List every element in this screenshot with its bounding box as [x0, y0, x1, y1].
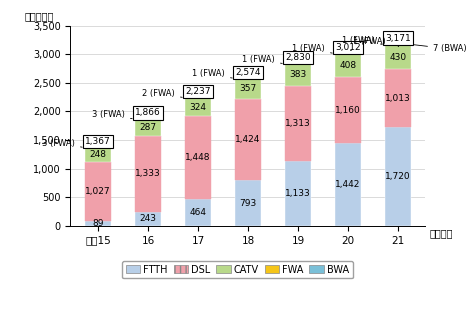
Text: 287: 287	[139, 123, 156, 132]
Bar	[335, 143, 361, 226]
Text: 248: 248	[89, 150, 106, 159]
Text: 1,027: 1,027	[85, 187, 111, 196]
Text: 430: 430	[390, 52, 406, 62]
Text: 1 (FWA): 1 (FWA)	[342, 36, 382, 45]
Bar	[85, 148, 111, 162]
Text: 1,866: 1,866	[135, 108, 161, 117]
Text: 2 (FWA): 2 (FWA)	[142, 89, 182, 98]
Text: 793: 793	[239, 199, 257, 208]
Bar	[135, 119, 161, 136]
Text: 1,424: 1,424	[236, 135, 260, 144]
Text: 1 (FWA): 1 (FWA)	[350, 37, 386, 51]
Bar	[285, 64, 311, 86]
Bar	[385, 70, 411, 128]
Text: 324: 324	[189, 103, 206, 112]
Bar	[85, 221, 111, 226]
Text: 383: 383	[289, 71, 307, 80]
Text: 1,720: 1,720	[385, 172, 411, 181]
Text: 1,133: 1,133	[285, 189, 311, 198]
Text: 1 (FWA): 1 (FWA)	[292, 44, 332, 53]
Text: 1,313: 1,313	[285, 119, 311, 128]
Bar	[385, 128, 411, 226]
Bar	[385, 44, 411, 45]
Text: 1 (FWA): 1 (FWA)	[192, 70, 232, 79]
Text: （万契約）: （万契約）	[24, 12, 54, 22]
Text: 7: 7	[395, 40, 401, 49]
Bar	[135, 136, 161, 212]
Text: 3,171: 3,171	[385, 34, 411, 43]
Text: 2,830: 2,830	[285, 53, 311, 62]
Text: 408: 408	[340, 61, 357, 70]
Legend: FTTH, DSL, CATV, FWA, BWA: FTTH, DSL, CATV, FWA, BWA	[122, 261, 353, 279]
Text: 2,574: 2,574	[235, 68, 261, 77]
Text: 2,237: 2,237	[185, 87, 211, 96]
Text: 1,442: 1,442	[335, 180, 361, 189]
Text: 357: 357	[239, 84, 257, 93]
Text: 1 (FWA): 1 (FWA)	[242, 55, 282, 64]
Text: 1,448: 1,448	[185, 153, 211, 162]
Bar	[285, 86, 311, 161]
Text: 1,367: 1,367	[85, 137, 111, 146]
Bar	[235, 99, 261, 180]
Bar	[185, 199, 211, 226]
Bar	[185, 117, 211, 199]
Bar	[385, 45, 411, 70]
Text: 3 (FWA): 3 (FWA)	[92, 110, 132, 119]
Text: 89: 89	[92, 219, 104, 228]
Bar	[335, 77, 361, 143]
Bar	[285, 161, 311, 226]
Bar	[335, 53, 361, 77]
Text: 243: 243	[139, 214, 156, 223]
Bar	[85, 162, 111, 221]
Text: （年末）: （年末）	[429, 228, 453, 238]
Bar	[235, 79, 261, 99]
Text: 1,013: 1,013	[385, 94, 411, 103]
Bar	[185, 98, 211, 117]
Bar	[235, 180, 261, 226]
Text: 1,160: 1,160	[335, 106, 361, 115]
Text: 464: 464	[189, 208, 206, 217]
Text: 3,012: 3,012	[335, 43, 361, 52]
Text: 7 (BWA): 7 (BWA)	[414, 44, 467, 53]
Text: 1,333: 1,333	[135, 169, 161, 178]
Text: 3 (FWA): 3 (FWA)	[42, 138, 82, 147]
Bar	[135, 212, 161, 226]
